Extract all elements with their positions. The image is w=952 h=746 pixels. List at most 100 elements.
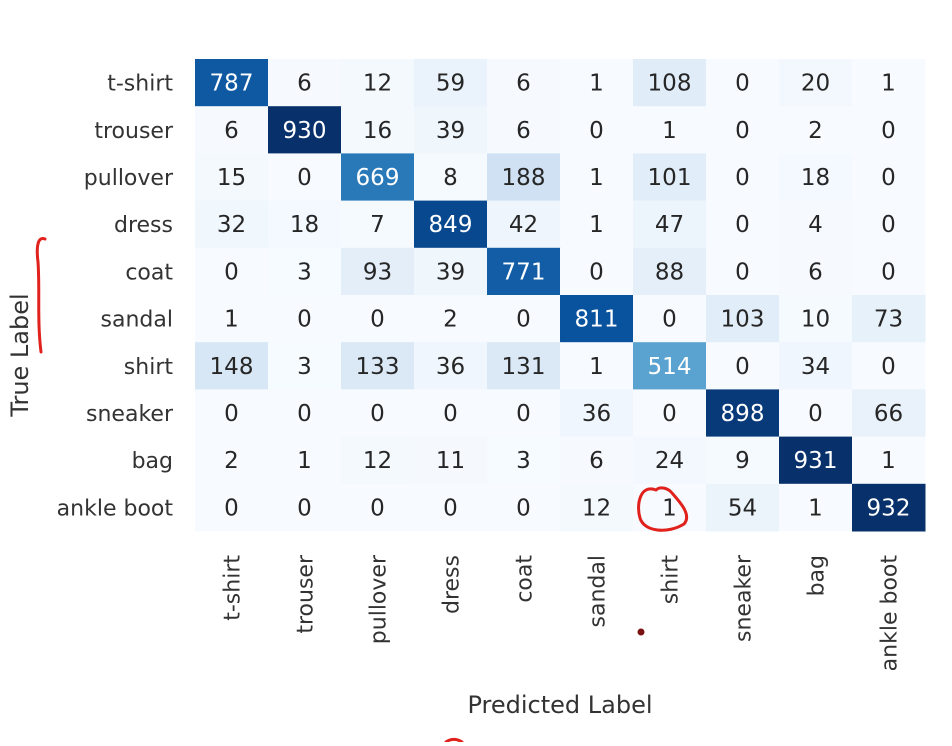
cell-value-label: 0 xyxy=(735,259,750,285)
cell-value-label: 0 xyxy=(881,354,896,380)
heatmap-cell xyxy=(487,295,561,343)
heatmap-cell xyxy=(633,389,707,438)
cell-value-label: 0 xyxy=(297,307,312,333)
cell-value-label: 1 xyxy=(297,448,312,474)
heatmap-cell xyxy=(560,436,634,485)
x-tick-label: shirt xyxy=(659,555,684,605)
y-tick-label: coat xyxy=(125,260,173,285)
heatmap-cell xyxy=(633,436,707,485)
cell-value-label: 898 xyxy=(721,401,765,427)
cell-value-label: 1 xyxy=(589,212,604,238)
cell-value-label: 36 xyxy=(582,401,611,427)
heatmap-cell xyxy=(633,200,707,249)
cell-value-label: 0 xyxy=(297,165,312,191)
heatmap-cell xyxy=(268,200,342,249)
cell-value-label: 3 xyxy=(297,354,312,380)
heatmap-cell xyxy=(560,59,634,107)
cell-value-label: 514 xyxy=(648,354,692,380)
heatmap-cell xyxy=(487,106,561,154)
cell-value-label: 47 xyxy=(655,212,684,238)
heatmap-cell xyxy=(560,247,634,296)
cell-value-label: 188 xyxy=(502,165,546,191)
x-axis-tick-labels: t-shirt trouser pullover dress coat sandal shi… xyxy=(221,554,903,671)
cell-value-label: 12 xyxy=(363,71,392,97)
red-bracket-mark xyxy=(35,237,47,354)
heatmap-cell xyxy=(268,153,342,202)
cell-value-label: 0 xyxy=(881,259,896,285)
heatmap-cell xyxy=(633,247,707,296)
cell-value-label: 0 xyxy=(881,165,896,191)
cell-value-label: 131 xyxy=(502,354,546,380)
cell-value-label: 771 xyxy=(502,259,546,285)
cell-value-label: 4 xyxy=(808,212,823,238)
cell-value-label: 0 xyxy=(516,307,531,333)
heatmap-cell xyxy=(560,295,634,343)
cell-value-label: 6 xyxy=(297,71,312,97)
heatmap-cell xyxy=(341,247,415,296)
cell-value-label: 1 xyxy=(589,71,604,97)
heatmap-cell xyxy=(852,295,926,343)
heatmap-cells xyxy=(195,59,926,532)
heatmap-cell xyxy=(341,153,415,202)
cell-value-label: 0 xyxy=(224,495,239,521)
heatmap-cell xyxy=(560,389,634,438)
heatmap-cell xyxy=(268,59,342,107)
heatmap-cell xyxy=(633,153,707,202)
heatmap-cell xyxy=(560,483,634,532)
cell-value-label: 66 xyxy=(874,401,903,427)
heatmap-cell xyxy=(633,59,707,107)
cell-value-label: 3 xyxy=(297,259,312,285)
y-tick-label: pullover xyxy=(84,166,174,191)
cell-value-label: 932 xyxy=(867,495,911,521)
cell-value-label: 93 xyxy=(363,259,392,285)
heatmap-cell xyxy=(633,106,707,154)
heatmap-cell xyxy=(852,106,926,154)
cell-value-label: 0 xyxy=(224,401,239,427)
heatmap-cell xyxy=(341,389,415,438)
cell-value-label: 0 xyxy=(443,495,458,521)
cell-value-label: 0 xyxy=(735,71,750,97)
heatmap-cell xyxy=(195,106,269,154)
cell-value-label: 0 xyxy=(589,259,604,285)
cell-value-label: 1 xyxy=(881,448,896,474)
cell-value-label: 39 xyxy=(436,259,465,285)
cell-value-label: 0 xyxy=(516,495,531,521)
heatmap-cell xyxy=(779,436,853,485)
heatmap-cell xyxy=(706,200,780,249)
cell-value-label: 2 xyxy=(443,307,458,333)
heatmap-cell xyxy=(268,295,342,343)
heatmap-cell xyxy=(487,59,561,107)
cell-value-label: 1 xyxy=(662,495,677,521)
cell-value-label: 103 xyxy=(721,307,765,333)
cell-value-label: 1 xyxy=(589,354,604,380)
heatmap-cell xyxy=(633,342,707,390)
heatmap-cell xyxy=(852,59,926,107)
heatmap-cell xyxy=(706,436,780,485)
x-tick-label: coat xyxy=(513,555,538,603)
cell-value-label: 88 xyxy=(655,259,684,285)
x-tick-label: sandal xyxy=(586,555,611,627)
x-tick-label: bag xyxy=(805,555,830,596)
cell-value-label: 787 xyxy=(210,71,254,97)
cell-value-label: 6 xyxy=(589,448,604,474)
heatmap-cell xyxy=(414,295,488,343)
heatmap-cell xyxy=(706,153,780,202)
heatmap-cell xyxy=(341,59,415,107)
y-tick-label: shirt xyxy=(124,355,174,380)
heatmap-cell xyxy=(779,59,853,107)
cell-value-label: 0 xyxy=(735,118,750,144)
red-circle-mark xyxy=(637,486,689,532)
cell-value-label: 0 xyxy=(443,401,458,427)
cell-value-label: 811 xyxy=(575,307,619,333)
heatmap-cell xyxy=(706,247,780,296)
heatmap-cell xyxy=(779,106,853,154)
heatmap-cell xyxy=(195,436,269,485)
cell-value-label: 148 xyxy=(210,354,254,380)
heatmap-cell xyxy=(706,59,780,107)
red-dot-mark xyxy=(637,628,645,636)
cell-value-label: 32 xyxy=(217,212,246,238)
heatmap-cell xyxy=(487,342,561,390)
cell-value-label: 0 xyxy=(662,307,677,333)
heatmap-cell xyxy=(414,483,488,532)
